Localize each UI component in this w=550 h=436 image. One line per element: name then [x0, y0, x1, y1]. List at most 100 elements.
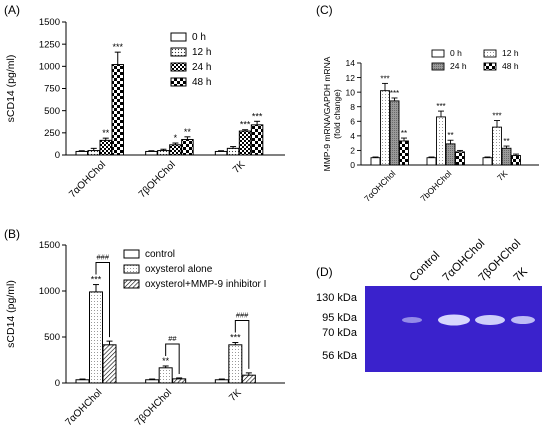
significance-mark: **	[447, 131, 453, 140]
bar-0-h-7-ohchol	[75, 150, 88, 156]
y-tick-label: 250	[44, 128, 60, 139]
significance-mark: ***	[240, 120, 251, 130]
bracket-label: ###	[236, 311, 249, 320]
bar-24-h-7-ohchol	[169, 144, 182, 156]
bar-12-h-7k	[492, 126, 502, 166]
bar-24-h-7-ohchol	[389, 100, 400, 166]
category-label-7-ohchol: 7αOHChol	[67, 159, 108, 200]
legend-swatch-12-h	[483, 49, 497, 58]
significance-mark: **	[401, 129, 407, 138]
marker-label-130: 130 kDa	[316, 292, 358, 304]
marker-label-95: 95 kDa	[322, 312, 358, 324]
bar-12-h-7bohchol	[436, 116, 446, 166]
legend-label-oxysterol-mmp-9-inhibitor-i: oxysterol+MMP-9 inhibitor I	[145, 279, 266, 290]
bar-24-h-7bohchol	[445, 143, 456, 166]
bar-control-7-ohchol	[145, 379, 160, 384]
significance-mark: ***	[112, 42, 123, 52]
bar-oxysterol-mmp-9-inhibitor-i-7-ohchol	[172, 378, 187, 384]
significance-mark: ***	[91, 275, 102, 285]
significance-mark: **	[102, 128, 110, 138]
significance-mark: **	[162, 356, 170, 366]
y-tick-label: 8	[350, 102, 355, 112]
bar-oxysterol-alone-7-ohchol	[158, 367, 173, 384]
bar-24-h-7k	[238, 130, 252, 156]
y-tick-label: 0	[55, 150, 60, 161]
y-tick-label: 4	[350, 131, 355, 141]
legend-swatch-12-h	[170, 47, 187, 57]
gel-band-7aohchol	[438, 314, 470, 326]
legend-label-control: control	[145, 249, 175, 260]
bar-0-h-7k	[482, 157, 493, 166]
legend-label-oxysterol-alone: oxysterol alone	[145, 264, 213, 275]
bracket-label: ##	[168, 334, 177, 343]
bar-48-h-7-ohchol	[181, 138, 194, 156]
marker-label-56: 56 kDa	[322, 350, 358, 362]
panel-label: (B)	[4, 227, 20, 241]
significance-bracket	[234, 320, 250, 369]
category-label-7-ohchol: 7βOHChol	[137, 159, 178, 200]
bar-oxysterol-mmp-9-inhibitor-i-7k	[241, 374, 256, 384]
legend-label-0-h: 0 h	[192, 32, 206, 43]
legend-swatch-24-h	[170, 62, 187, 72]
category-label-7-ohchol: 7αOHChol	[63, 387, 104, 428]
y-axis-title-line: (fold change)	[332, 89, 342, 139]
legend-swatch-oxysterol-mmp-9-inhibitor-i	[123, 279, 140, 289]
gel-band-control	[402, 317, 422, 323]
legend-label-24-h: 24 h	[450, 61, 467, 71]
bar-12-h-7-ohchol	[87, 150, 100, 156]
legend-swatch-control	[123, 249, 140, 259]
bar-48-h-7bohchol	[455, 151, 465, 166]
significance-mark: ***	[252, 111, 263, 121]
y-tick-label: 750	[44, 84, 60, 95]
significance-mark: **	[184, 127, 192, 137]
y-tick-label: 0	[350, 160, 355, 170]
bar-oxysterol-alone-7-ohchol	[89, 291, 103, 384]
bar-oxysterol-alone-7k	[228, 344, 243, 384]
y-tick-label: 1000	[39, 286, 60, 297]
category-label-7k: 7K	[227, 387, 244, 404]
legend-label-12-h: 12 h	[192, 47, 211, 58]
legend-label-24-h: 24 h	[192, 62, 211, 73]
panel-a: (A) 0 250 500 750 1000 1250 1500 sCD14 (pg/ml) 7α…	[4, 3, 285, 200]
bar-0-h-7bohchol	[426, 157, 437, 166]
marker-label-70: 70 kDa	[322, 327, 358, 339]
significance-mark: ***	[492, 112, 501, 121]
y-tick-label: 500	[44, 106, 60, 117]
significance-mark: ***	[390, 89, 399, 98]
bar-48-h-7k	[511, 155, 521, 166]
bar-12-h-7-ohchol	[157, 150, 170, 156]
y-axis-title: sCD14 (pg/ml)	[5, 55, 17, 123]
bar-0-h-7k	[214, 150, 228, 156]
lane-label-control: Control	[408, 249, 443, 284]
legend-label-48-h: 48 h	[192, 77, 211, 88]
y-tick-label: 1500	[39, 240, 60, 251]
bar-0-h-7-ohchol	[145, 150, 158, 156]
gel-blot	[365, 286, 542, 372]
category-label-7k: 7K	[495, 168, 510, 183]
bar-24-h-7-ohchol	[99, 139, 112, 156]
gel-band-7bohchol	[475, 315, 505, 325]
panel-label-d: (D)	[316, 265, 333, 279]
legend-label-0-h: 0 h	[450, 48, 462, 58]
bar-control-7k	[214, 379, 229, 384]
bar-12-h-7-ohchol	[380, 90, 390, 166]
bar-oxysterol-mmp-9-inhibitor-i-7-ohchol	[102, 344, 117, 384]
bracket-label: ###	[96, 253, 109, 262]
significance-mark: ***	[380, 74, 389, 83]
legend-swatch-oxysterol-alone	[123, 264, 140, 274]
bar-48-h-7-ohchol	[111, 64, 124, 156]
y-axis-title: sCD14 (pg/ml)	[5, 280, 17, 348]
legend-label-12-h: 12 h	[502, 48, 519, 58]
panel-b: (B) 0 500 1000 1500 sCD14 (pg/ml) 7αOHChol 7βOH…	[4, 227, 285, 428]
significance-mark: *	[174, 133, 178, 143]
significance-bracket	[165, 343, 180, 374]
bar-24-h-7k	[501, 147, 512, 166]
panel-c: (C) 0 2 4 6 8 10 12 14 MMP-9 mRNA/GAPDH mRNA (fold…	[316, 3, 539, 204]
bar-control-7-ohchol	[75, 379, 90, 384]
legend-label-48-h: 48 h	[502, 61, 519, 71]
category-label-7k: 7K	[231, 159, 248, 176]
legend-swatch-0-h	[170, 32, 187, 42]
y-tick-label: 1250	[39, 39, 60, 50]
category-label-7bohchol: 7bOHChol	[418, 168, 453, 203]
